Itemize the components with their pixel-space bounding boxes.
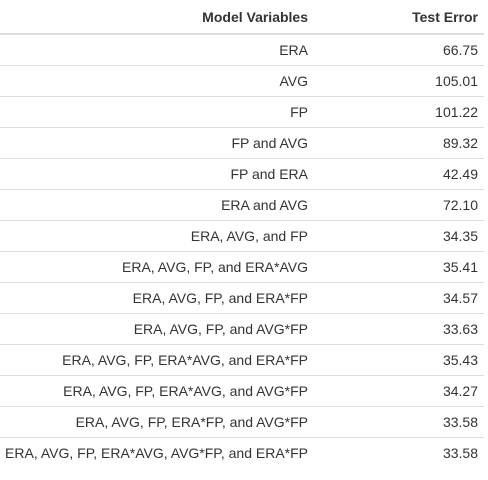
- table-row: ERA, AVG, FP, ERA*AVG, AVG*FP, and ERA*F…: [0, 437, 484, 468]
- test-error-cell: 33.58: [314, 437, 484, 468]
- table-body: ERA 66.75 AVG 105.01 FP 101.22 FP and AV…: [0, 34, 484, 468]
- table-row: ERA, AVG, FP, and ERA*AVG 35.41: [0, 251, 484, 283]
- model-variables-cell: FP: [0, 96, 314, 128]
- model-variables-cell: FP and ERA: [0, 158, 314, 190]
- test-error-cell: 101.22: [314, 96, 484, 128]
- table-row: ERA, AVG, FP, and AVG*FP 33.63: [0, 313, 484, 345]
- test-error-cell: 105.01: [314, 65, 484, 97]
- model-variables-cell: ERA and AVG: [0, 189, 314, 221]
- table-row: ERA, AVG, FP, ERA*AVG, and AVG*FP 34.27: [0, 375, 484, 407]
- test-error-cell: 33.58: [314, 406, 484, 438]
- model-variables-cell: AVG: [0, 65, 314, 97]
- test-error-cell: 34.57: [314, 282, 484, 314]
- test-error-cell: 72.10: [314, 189, 484, 221]
- model-variables-cell: ERA, AVG, FP, ERA*AVG, AVG*FP, and ERA*F…: [0, 437, 314, 468]
- header-test-error: Test Error: [314, 0, 484, 35]
- table-header: Model Variables Test Error: [0, 0, 484, 35]
- table-row: ERA, AVG, FP, and ERA*FP 34.57: [0, 282, 484, 314]
- test-error-cell: 35.43: [314, 344, 484, 376]
- table-row: FP and AVG 89.32: [0, 127, 484, 159]
- table-row: ERA 66.75: [0, 34, 484, 66]
- table-row: ERA, AVG, FP, ERA*FP, and AVG*FP 33.58: [0, 406, 484, 438]
- test-error-cell: 34.35: [314, 220, 484, 252]
- table-row: ERA and AVG 72.10: [0, 189, 484, 221]
- model-variables-cell: FP and AVG: [0, 127, 314, 159]
- header-model-variables: Model Variables: [0, 0, 314, 35]
- test-error-cell: 35.41: [314, 251, 484, 283]
- table-row: FP 101.22: [0, 96, 484, 128]
- test-error-cell: 42.49: [314, 158, 484, 190]
- model-variables-cell: ERA, AVG, FP, and AVG*FP: [0, 313, 314, 345]
- model-variables-cell: ERA: [279, 42, 308, 58]
- header-row: Model Variables Test Error: [0, 0, 484, 35]
- model-variables-cell: ERA, AVG, FP, and ERA*AVG: [0, 251, 314, 283]
- test-error-cell: 34.27: [314, 375, 484, 407]
- model-variables-cell: ERA, AVG, FP, and ERA*FP: [0, 282, 314, 314]
- results-table: Model Variables Test Error ERA 66.75 AVG…: [0, 0, 484, 468]
- table-row: ERA, AVG, FP, ERA*AVG, and ERA*FP 35.43: [0, 344, 484, 376]
- table-row: AVG 105.01: [0, 65, 484, 97]
- model-variables-cell: ERA, AVG, FP, ERA*AVG, and ERA*FP: [0, 344, 314, 376]
- test-error-cell: 33.63: [314, 313, 484, 345]
- model-variables-cell: ERA, AVG, and FP: [0, 220, 314, 252]
- test-error-cell: 89.32: [314, 127, 484, 159]
- table-row: FP and ERA 42.49: [0, 158, 484, 190]
- model-variables-cell: ERA, AVG, FP, ERA*FP, and AVG*FP: [0, 406, 314, 438]
- model-variables-cell: ERA, AVG, FP, ERA*AVG, and AVG*FP: [0, 375, 314, 407]
- table-row: ERA, AVG, and FP 34.35: [0, 220, 484, 252]
- test-error-cell: 66.75: [442, 42, 478, 58]
